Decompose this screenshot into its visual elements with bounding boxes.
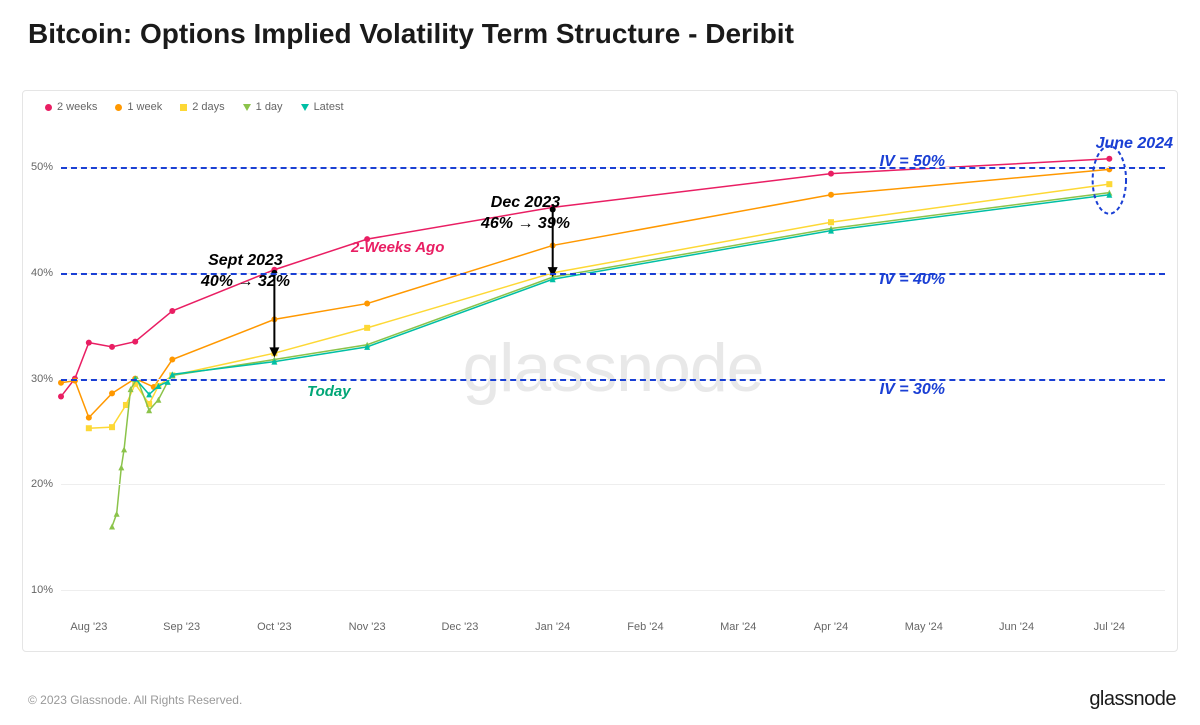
annotation-sept-l2: 40% → 32% bbox=[201, 272, 290, 293]
data-point bbox=[364, 301, 370, 307]
legend-label: 1 day bbox=[256, 101, 283, 113]
data-point bbox=[109, 424, 115, 430]
legend-dot bbox=[180, 104, 187, 111]
data-point bbox=[109, 523, 115, 529]
series-line bbox=[135, 195, 1109, 395]
data-point bbox=[58, 394, 64, 400]
series-line bbox=[89, 184, 1110, 428]
series-line bbox=[112, 193, 1109, 527]
legend: 2 weeks 1 week 2 days 1 day Latest bbox=[45, 101, 344, 113]
y-axis-label: 40% bbox=[31, 267, 53, 279]
data-point bbox=[109, 344, 115, 350]
annotation-sept-l1: Sept 2023 bbox=[201, 251, 290, 272]
x-axis-label: Jun '24 bbox=[999, 621, 1034, 633]
data-point bbox=[828, 192, 834, 198]
annotation-iv30: IV = 30% bbox=[880, 381, 945, 399]
annotation-today: Today bbox=[307, 383, 351, 400]
data-point bbox=[114, 511, 120, 517]
x-axis-label: Nov '23 bbox=[349, 621, 386, 633]
legend-dot bbox=[243, 104, 251, 111]
data-point bbox=[86, 425, 92, 431]
data-point bbox=[118, 464, 124, 470]
data-point bbox=[828, 219, 834, 225]
data-point bbox=[364, 325, 370, 331]
x-axis-label: Jan '24 bbox=[535, 621, 570, 633]
legend-label: Latest bbox=[314, 101, 344, 113]
legend-label: 1 week bbox=[127, 101, 162, 113]
legend-item: 2 days bbox=[180, 101, 224, 113]
x-axis-label: May '24 bbox=[905, 621, 943, 633]
x-axis-label: Dec '23 bbox=[441, 621, 478, 633]
y-axis-label: 50% bbox=[31, 161, 53, 173]
data-point bbox=[169, 308, 175, 314]
annotation-2weeks: 2-Weeks Ago bbox=[351, 239, 444, 256]
chart-title: Bitcoin: Options Implied Volatility Term… bbox=[0, 0, 1200, 50]
annotation-sept: Sept 2023 40% → 32% bbox=[201, 251, 290, 293]
legend-label: 2 days bbox=[192, 101, 224, 113]
annotation-june2024: June 2024 bbox=[1096, 135, 1173, 153]
brand-logo: glassnode bbox=[1089, 688, 1176, 711]
chart-container: 2 weeks 1 week 2 days 1 day Latest glassnode… bbox=[22, 90, 1178, 652]
legend-item: 1 week bbox=[115, 101, 162, 113]
y-axis-label: 10% bbox=[31, 584, 53, 596]
annotation-dec: Dec 2023 46% → 39% bbox=[481, 193, 570, 235]
y-axis-label: 30% bbox=[31, 373, 53, 385]
y-axis-label: 20% bbox=[31, 478, 53, 490]
reference-line bbox=[61, 379, 1165, 381]
data-point bbox=[121, 446, 127, 452]
x-axis-label: Feb '24 bbox=[627, 621, 663, 633]
copyright: © 2023 Glassnode. All Rights Reserved. bbox=[28, 693, 242, 707]
data-point bbox=[1106, 156, 1112, 162]
reference-line bbox=[61, 167, 1165, 169]
legend-dot bbox=[115, 104, 122, 111]
legend-dot bbox=[301, 104, 309, 111]
x-axis-label: Jul '24 bbox=[1094, 621, 1125, 633]
annotation-dec-l1: Dec 2023 bbox=[481, 193, 570, 214]
data-point bbox=[109, 390, 115, 396]
gridline-y bbox=[61, 484, 1165, 485]
legend-item: 1 day bbox=[243, 101, 283, 113]
data-point bbox=[828, 171, 834, 177]
gridline-y bbox=[61, 590, 1165, 591]
chart-svg bbox=[61, 125, 1165, 611]
x-axis-label: Mar '24 bbox=[720, 621, 756, 633]
x-axis-label: Apr '24 bbox=[814, 621, 849, 633]
data-point bbox=[132, 339, 138, 345]
data-point bbox=[58, 380, 64, 386]
annotation-dec-l2: 46% → 39% bbox=[481, 214, 570, 235]
x-axis-label: Oct '23 bbox=[257, 621, 292, 633]
data-point bbox=[86, 415, 92, 421]
reference-line bbox=[61, 273, 1165, 275]
data-point bbox=[169, 357, 175, 363]
x-axis-label: Sep '23 bbox=[163, 621, 200, 633]
legend-dot bbox=[45, 104, 52, 111]
data-point bbox=[86, 340, 92, 346]
data-point bbox=[1106, 181, 1112, 187]
legend-item: Latest bbox=[301, 101, 344, 113]
plot-area: glassnode Sept 2023 40% → 32% Dec 2023 4… bbox=[61, 125, 1165, 611]
legend-label: 2 weeks bbox=[57, 101, 97, 113]
legend-item: 2 weeks bbox=[45, 101, 97, 113]
x-axis-label: Aug '23 bbox=[70, 621, 107, 633]
data-point bbox=[155, 397, 161, 403]
